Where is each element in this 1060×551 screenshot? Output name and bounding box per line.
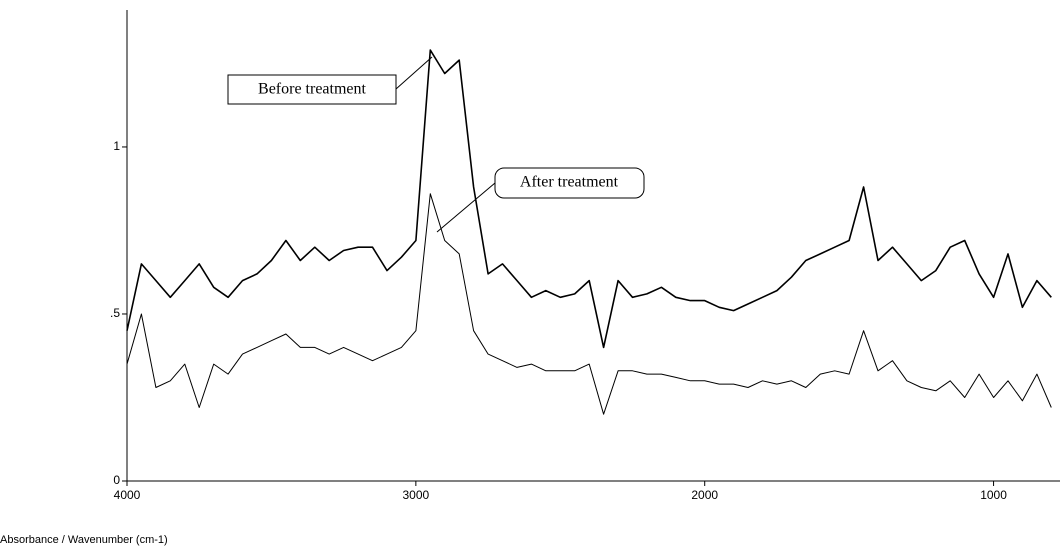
- x-tick-label: 1000: [980, 488, 1007, 502]
- leader-line: [436, 182, 496, 233]
- axis-label: Absorbance / Wavenumber (cm-1): [0, 534, 168, 546]
- x-tick-label: 3000: [403, 488, 430, 502]
- x-tick-label: 4000: [114, 488, 141, 502]
- series-line: [126, 193, 1052, 415]
- x-tick-label: 2000: [691, 488, 718, 502]
- series-line: [126, 49, 1052, 349]
- annotation-box: [227, 74, 397, 105]
- y-tick-label: 0: [113, 473, 120, 487]
- leader-line: [395, 56, 433, 90]
- y-tick-label: .5: [110, 306, 120, 320]
- annotation: Before treatment: [258, 81, 367, 98]
- y-tick-label: 1: [113, 139, 120, 153]
- annotation: After treatment: [520, 174, 619, 191]
